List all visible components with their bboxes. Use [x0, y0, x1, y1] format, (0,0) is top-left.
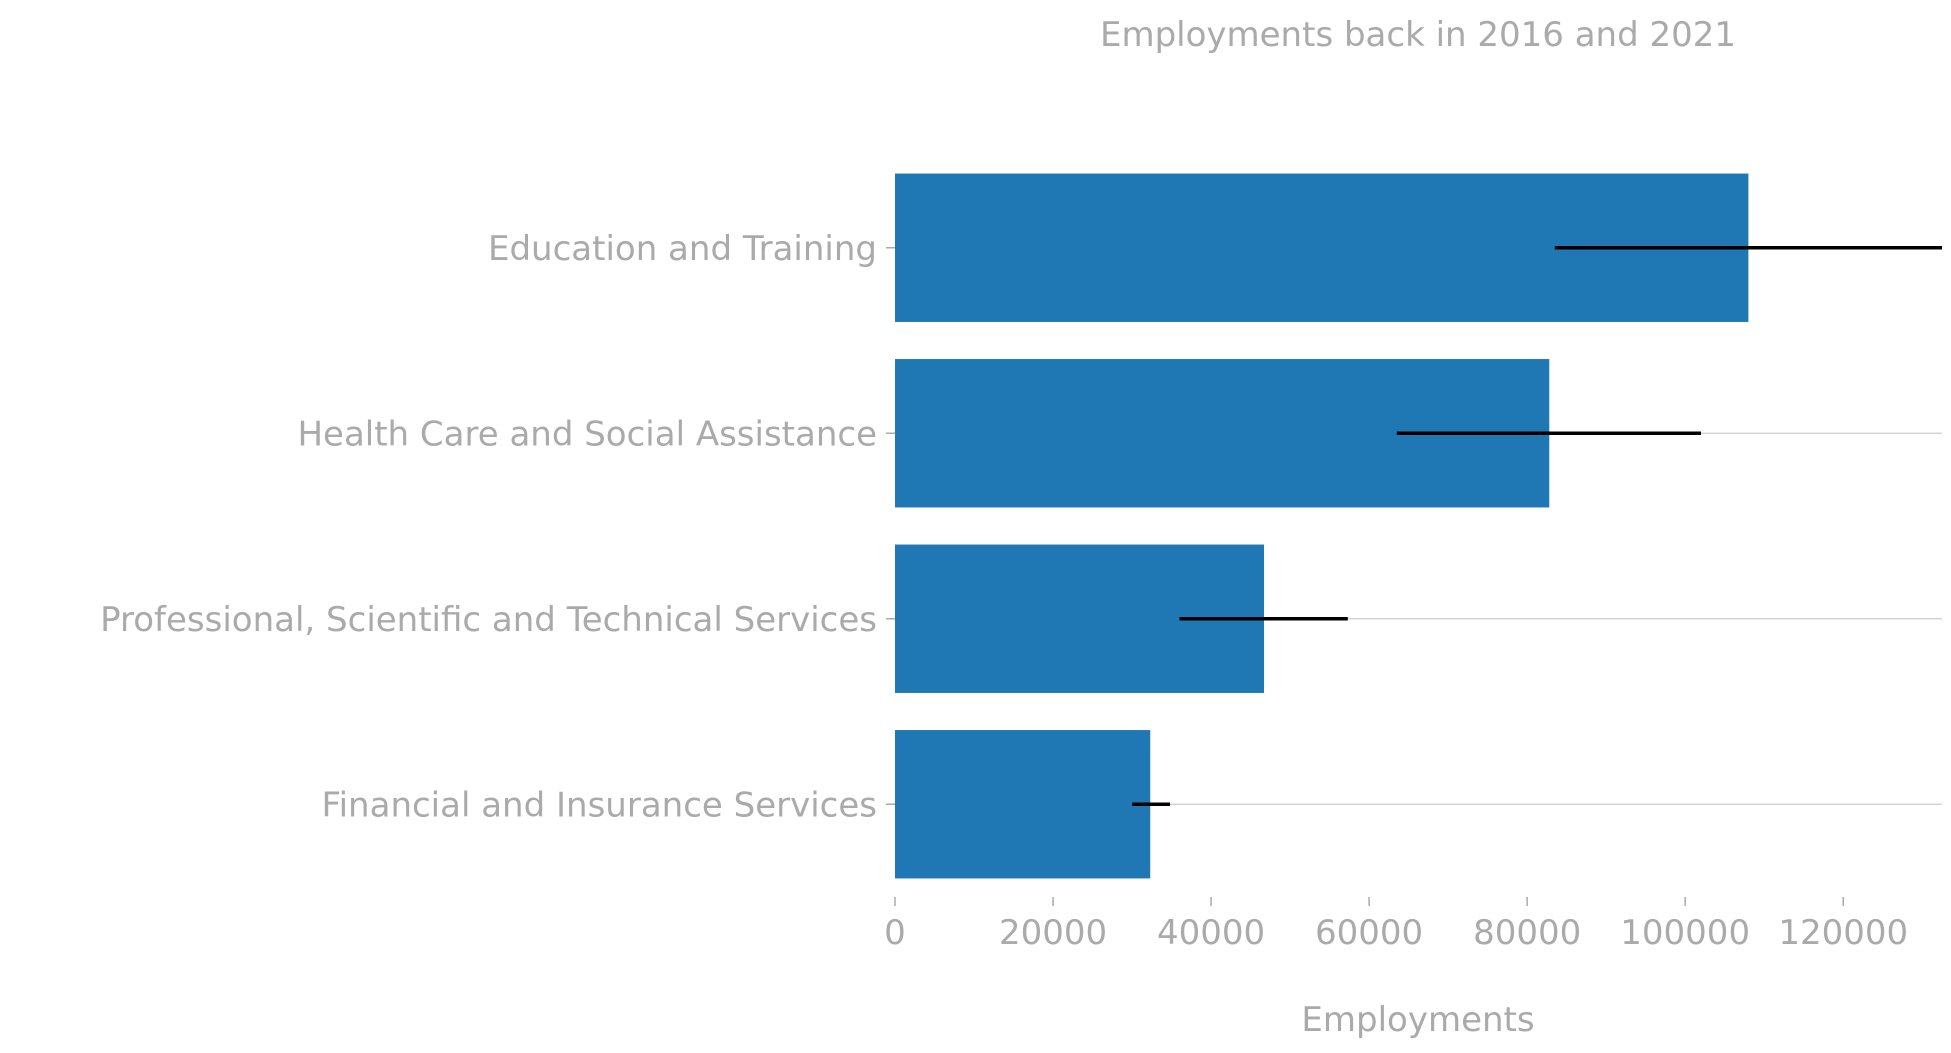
x-tick-label: 0 [884, 913, 906, 953]
y-tick-label: Health Care and Social Assistance [297, 414, 877, 454]
x-tick-label: 80000 [1473, 913, 1581, 953]
bar [895, 730, 1151, 879]
x-tick-label: 120000 [1778, 913, 1908, 953]
error-bars [1132, 246, 1942, 806]
chart-title: Employments back in 2016 and 2021 [1100, 15, 1736, 55]
y-tick-label: Financial and Insurance Services [322, 785, 877, 825]
x-axis-label: Employments [1301, 1000, 1534, 1040]
x-tick-label: 60000 [1315, 913, 1423, 953]
x-tick-label: 20000 [999, 913, 1107, 953]
x-tick-label: 100000 [1620, 913, 1750, 953]
y-tick-label: Education and Training [488, 229, 877, 269]
x-axis-ticks: 0 20000 40000 60000 80000 100000 120000 [884, 897, 1908, 953]
y-tick-label: Professional, Scientific and Technical S… [100, 600, 877, 640]
bars [895, 173, 1749, 879]
gridlines [895, 247, 1942, 805]
y-axis-ticks: Education and Training Health Care and So… [100, 229, 895, 825]
x-tick-label: 40000 [1157, 913, 1265, 953]
